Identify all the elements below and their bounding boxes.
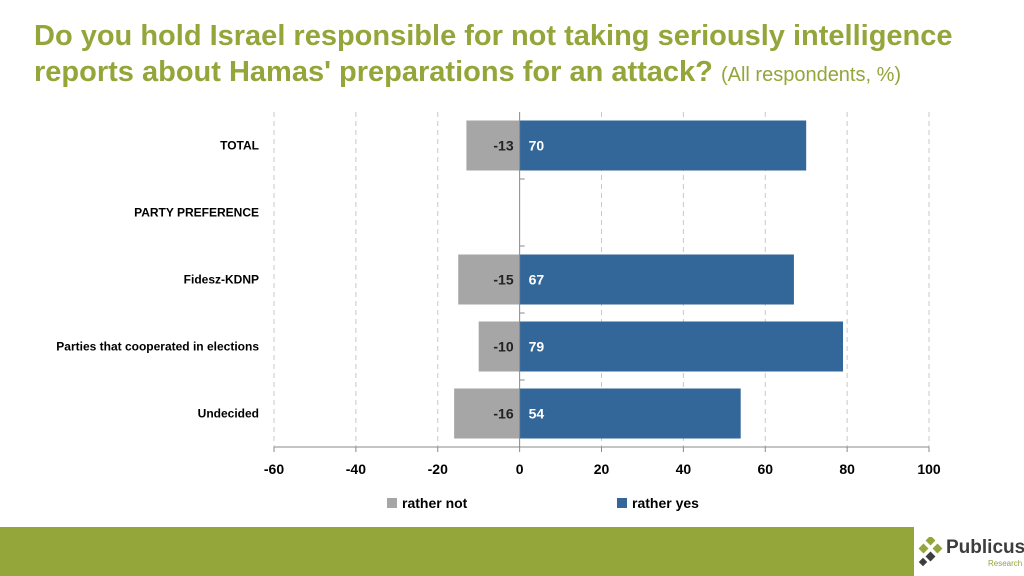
- bar: [466, 120, 520, 171]
- bar: [454, 388, 520, 439]
- data-label: -16: [493, 406, 513, 422]
- publicus-logo-subtext: Research: [988, 559, 1023, 568]
- category-label: PARTY PREFERENCE: [134, 206, 259, 220]
- bar: [519, 120, 807, 171]
- chart-title: Do you hold Israel responsible for not t…: [34, 18, 994, 93]
- x-tick-label: -40: [346, 461, 366, 477]
- publicus-logo-text: Publicus: [946, 537, 1024, 558]
- legend-label: rather yes: [632, 495, 699, 511]
- bar: [519, 388, 741, 439]
- x-tick-label: -20: [428, 461, 448, 477]
- bar: [519, 321, 844, 372]
- data-label: -10: [493, 339, 513, 355]
- x-tick-label: 60: [757, 461, 773, 477]
- x-tick-label: 80: [839, 461, 855, 477]
- data-label: -13: [493, 138, 513, 154]
- data-label: 70: [529, 138, 545, 154]
- legend-swatch: [387, 498, 397, 508]
- legend-label: rather not: [402, 495, 468, 511]
- x-tick-label: 100: [917, 461, 941, 477]
- chart-title-main: Do you hold Israel responsible for not t…: [34, 20, 953, 88]
- bar-chart: -60 -40 -20 0 20 40 60 80 100 TOTAL -13 70 PARTY PRE…: [56, 112, 941, 511]
- category-label: Fidesz-KDNP: [184, 273, 259, 287]
- data-label: 79: [529, 339, 545, 355]
- data-label: 67: [529, 272, 545, 288]
- chart-subtitle: (All respondents, %): [720, 64, 902, 86]
- category-label: Parties that cooperated in elections: [56, 340, 259, 354]
- category-label: Undecided: [198, 407, 259, 421]
- footer-bar: [0, 527, 914, 576]
- x-tick-label: 0: [516, 461, 524, 477]
- bar: [519, 254, 794, 305]
- bar: [458, 254, 520, 305]
- publicus-logo: Publicus Research: [916, 533, 1024, 573]
- bar: [478, 321, 520, 372]
- category-label: TOTAL: [220, 139, 259, 153]
- x-tick-label: -60: [264, 461, 284, 477]
- legend-swatch: [617, 498, 627, 508]
- data-label: 54: [529, 406, 545, 422]
- x-tick-label: 40: [676, 461, 692, 477]
- publicus-logo-icon: [918, 537, 943, 567]
- x-tick-label: 20: [594, 461, 610, 477]
- data-label: -15: [493, 272, 513, 288]
